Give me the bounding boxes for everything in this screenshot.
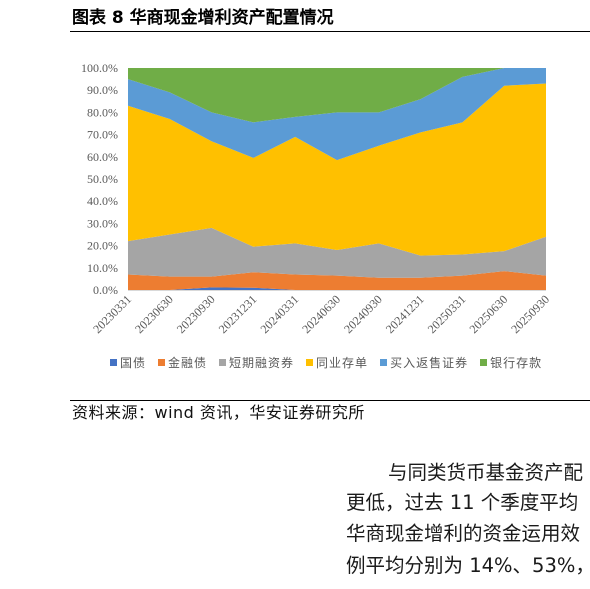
x-tick-label: 20230331 bbox=[90, 292, 134, 336]
y-tick-label: 70.0% bbox=[87, 128, 118, 142]
chart-legend: 国债 金融债 短期融资券 同业存单 买入返售证券 银行存款 bbox=[110, 354, 542, 370]
y-tick-label: 30.0% bbox=[87, 216, 118, 230]
asset-allocation-chart: 0.0% 10.0% 20.0% 30.0% 40.0% 50.0% 60.0% 70.0% 8… bbox=[81, 61, 552, 336]
figure-title: 图表 8 华商现金增利资产配置情况 bbox=[72, 8, 334, 28]
stacked-area-series-1 bbox=[128, 287, 546, 290]
body-text-line: 华商现金增利的资金运用效 bbox=[346, 522, 581, 545]
legend-swatch bbox=[110, 358, 117, 366]
legend-swatch bbox=[380, 358, 388, 366]
legend-item: 同业存单 bbox=[306, 354, 368, 371]
y-tick-label: 50.0% bbox=[87, 172, 118, 186]
y-axis-labels: 0.0% 10.0% 20.0% 30.0% 40.0% 50.0% 60.0% 70.0% 8… bbox=[81, 61, 118, 297]
y-tick-label: 10.0% bbox=[87, 261, 118, 275]
legend-item: 买入返售证券 bbox=[380, 354, 468, 371]
legend-label: 同业存单 bbox=[316, 355, 369, 370]
legend-label: 银行存款 bbox=[490, 355, 543, 370]
y-tick-label: 80.0% bbox=[87, 105, 118, 119]
x-tick-label: 20250630 bbox=[466, 292, 510, 336]
legend-swatch bbox=[158, 358, 166, 366]
x-tick-label: 20250930 bbox=[508, 292, 552, 336]
stacked-area-series-5 bbox=[128, 68, 546, 161]
body-text-line: 例平均分别为 14%、53%， bbox=[346, 554, 590, 577]
legend-swatch bbox=[480, 358, 488, 366]
legend-swatch bbox=[306, 358, 314, 366]
x-tick-label: 20230630 bbox=[132, 292, 176, 336]
x-tick-label: 20240630 bbox=[299, 292, 343, 336]
y-tick-label: 100.0% bbox=[81, 61, 118, 75]
legend-item: 短期融资券 bbox=[219, 354, 294, 371]
body-text-line: 与同类货币基金资产配 bbox=[388, 461, 584, 484]
legend-label: 国债 bbox=[120, 355, 147, 370]
legend-label: 短期融资券 bbox=[229, 355, 295, 370]
legend-label: 买入返售证券 bbox=[390, 355, 469, 370]
plot-area bbox=[128, 68, 546, 290]
legend-label: 金融债 bbox=[168, 355, 208, 370]
body-text-line: 更低，过去 11 个季度平均 bbox=[346, 491, 579, 514]
y-tick-label: 40.0% bbox=[87, 194, 118, 208]
stacked-area-series-3 bbox=[128, 227, 546, 278]
stacked-area-series-6 bbox=[128, 68, 546, 123]
legend-item: 国债 bbox=[110, 354, 146, 371]
x-tick-label: 20250331 bbox=[425, 292, 469, 336]
x-tick-label: 20231231 bbox=[216, 292, 260, 336]
y-tick-label: 0.0% bbox=[93, 283, 118, 297]
legend-item: 银行存款 bbox=[480, 354, 542, 371]
source-divider bbox=[70, 400, 590, 401]
title-divider bbox=[70, 31, 590, 32]
y-tick-label: 90.0% bbox=[87, 83, 118, 97]
stacked-area-series-4 bbox=[128, 83, 546, 256]
x-tick-label: 20230930 bbox=[174, 292, 218, 336]
source-note: 资料来源：wind 资讯，华安证券研究所 bbox=[72, 403, 365, 422]
y-tick-label: 60.0% bbox=[87, 150, 118, 164]
x-tick-label: 20240331 bbox=[257, 292, 301, 336]
x-tick-label: 20240930 bbox=[341, 292, 385, 336]
legend-item: 金融债 bbox=[158, 354, 207, 371]
x-tick-label: 20241231 bbox=[383, 292, 427, 336]
legend-swatch bbox=[219, 358, 227, 366]
x-axis-labels: 2023033120230630202309302023123120240331… bbox=[90, 292, 552, 336]
stacked-area-series-2 bbox=[128, 271, 546, 290]
y-tick-label: 20.0% bbox=[87, 239, 118, 253]
